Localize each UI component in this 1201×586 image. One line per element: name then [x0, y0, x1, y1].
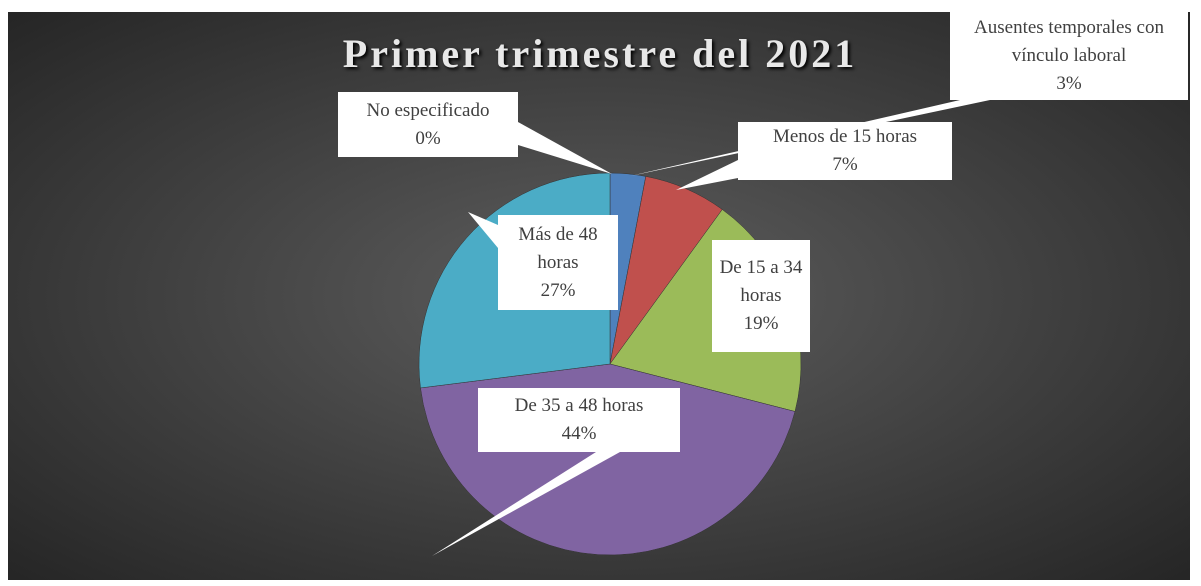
- label-box: Ausentes temporales con vínculo laboral 3…: [950, 12, 1188, 100]
- label-pointer: [432, 452, 620, 556]
- data-label: Más de 48 horas 27%: [498, 215, 618, 310]
- label-category: De 15 a 34 horas: [719, 257, 803, 306]
- label-category: De 35 a 48 horas: [514, 395, 644, 416]
- label-value: 7%: [832, 154, 858, 175]
- label-box: De 15 a 34 horas 19%: [712, 240, 810, 352]
- label-box: De 35 a 48 horas 44%: [478, 388, 680, 452]
- label-pointer: [468, 212, 498, 248]
- data-label: No especificado 0%: [338, 92, 518, 157]
- label-category: No especificado: [366, 99, 490, 121]
- label-category: Ausentes temporales con vínculo laboral: [974, 17, 1164, 66]
- label-value: 3%: [1056, 73, 1082, 94]
- label-value: 19%: [743, 313, 779, 334]
- chart-title: Primer trimestre del 2021: [343, 31, 857, 76]
- label-value: 0%: [415, 127, 441, 149]
- label-category: Más de 48 horas: [518, 223, 598, 273]
- label-pointer: [518, 122, 612, 174]
- label-box: Menos de 15 horas 7%: [738, 122, 952, 180]
- data-label: De 15 a 34 horas 19%: [712, 240, 810, 352]
- label-box: No especificado 0%: [338, 92, 518, 157]
- label-box: Más de 48 horas 27%: [498, 215, 618, 310]
- data-label: Menos de 15 horas 7%: [738, 122, 952, 180]
- label-category: Menos de 15 horas: [772, 126, 918, 147]
- label-value: 44%: [561, 423, 597, 444]
- data-label: Ausentes temporales con vínculo laboral 3…: [950, 12, 1188, 100]
- label-value: 27%: [540, 279, 576, 301]
- data-label: De 35 a 48 horas 44%: [478, 388, 680, 452]
- label-pointer: [676, 160, 738, 190]
